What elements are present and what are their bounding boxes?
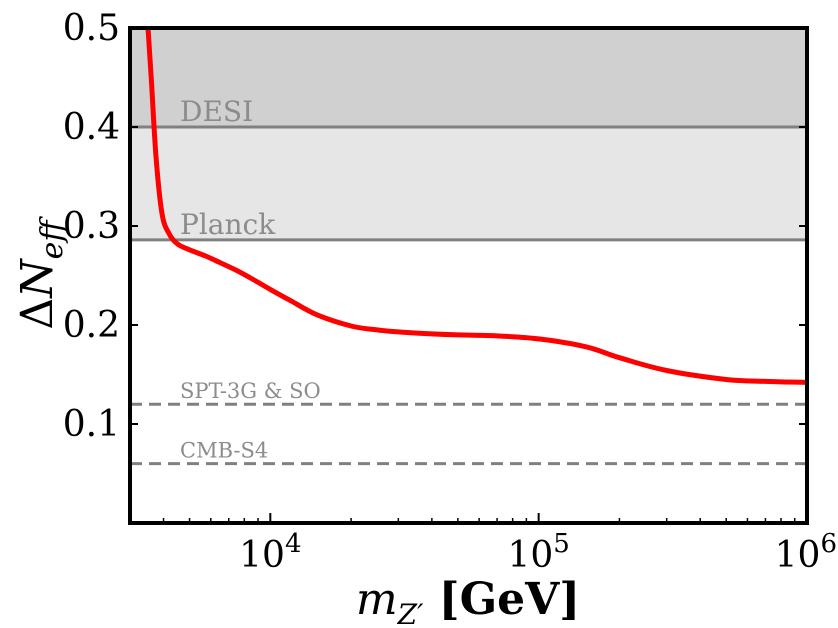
shaded-region-1 <box>130 127 807 240</box>
x-tick-label: 106 <box>775 529 837 576</box>
y-tick-label: 0.5 <box>63 8 120 49</box>
bound-label-desi: DESI <box>180 95 253 128</box>
y-tick-label: 0.1 <box>63 404 120 445</box>
x-tick-label: 105 <box>507 529 569 576</box>
series-lines <box>145 28 807 385</box>
y-tick-label: 0.2 <box>63 305 120 346</box>
y-tick-label: 0.3 <box>63 206 120 247</box>
x-tick-label: 104 <box>239 529 301 576</box>
y-tick-label: 0.4 <box>63 107 120 148</box>
y-axis-title: ΔNeff <box>12 216 70 330</box>
bound-label-planck: Planck <box>180 208 276 241</box>
axis-ticks: 0.1 0.2 0.3 0.4 0.5 104 105 106 <box>63 8 837 576</box>
shaded-region-0 <box>130 28 807 127</box>
x-axis-title: mZ′ [GeV] <box>356 574 580 628</box>
bound-lines <box>130 125 807 466</box>
bound-label-cmb-s4: CMB-S4 <box>180 439 268 463</box>
bound-label-spt-3g-so: SPT-3G & SO <box>180 379 321 403</box>
plot-frame <box>128 26 809 525</box>
shaded-regions <box>130 28 807 240</box>
bound-labels: DESI Planck SPT-3G & SO CMB-S4 <box>180 95 321 463</box>
series-line-0 <box>145 28 807 385</box>
